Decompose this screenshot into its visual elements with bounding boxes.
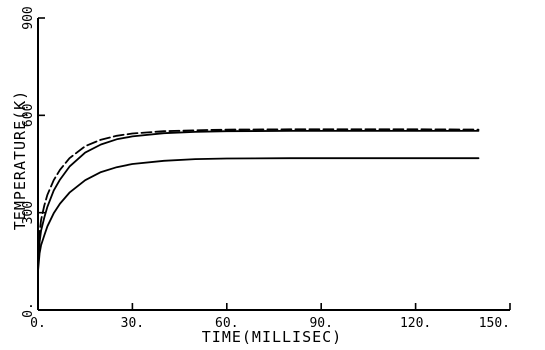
x-tick-label: 30. — [121, 316, 144, 331]
y-ticks: 0. 300 600 900 — [21, 6, 45, 318]
x-tick-label: 120. — [400, 316, 431, 331]
y-tick-label: 900 — [21, 6, 36, 29]
y-axis-title: TEMPERATURE(K) — [11, 90, 29, 230]
y-tick-label: 600 — [21, 104, 36, 127]
series-line-1-solid — [37, 157, 480, 272]
y-tick-label: 300 — [21, 201, 36, 224]
series-line-3-dashed — [37, 128, 480, 256]
series-layer — [37, 128, 480, 272]
x-axis-title: TIME(MILLISEC) — [202, 328, 342, 346]
x-tick-label: 90. — [309, 316, 332, 331]
x-tick-label: 150. — [479, 316, 510, 331]
axes — [37, 18, 510, 311]
x-tick-label: 60. — [215, 316, 238, 331]
series-line-2-solid — [37, 130, 480, 263]
x-ticks: 0. 30. 60. 90. 120. 150. — [30, 303, 511, 331]
x-tick-label: 0. — [30, 316, 46, 331]
y-tick-label: 0. — [21, 302, 36, 318]
